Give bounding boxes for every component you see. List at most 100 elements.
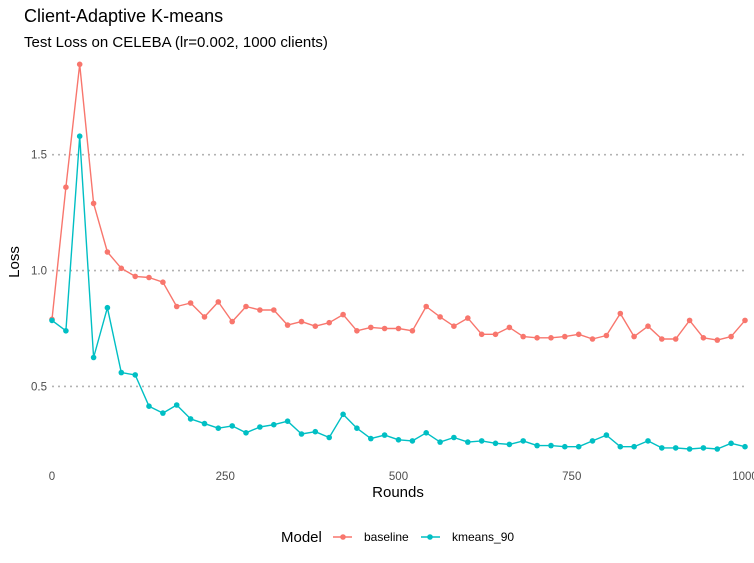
data-point-kmeans-90 [132,372,138,378]
data-point-baseline [132,273,138,280]
data-point-baseline [409,328,416,334]
data-point-kmeans-90 [243,430,249,436]
data-point-baseline [340,311,346,318]
axis-ticks: 0.5 1.0 1.5 0 250 500 750 1000 [31,150,754,483]
data-point-kmeans-90 [631,443,637,450]
data-point-baseline [672,336,679,342]
data-point-kmeans-90 [187,416,194,422]
data-point-kmeans-90 [548,442,554,449]
data-point-kmeans-90 [395,437,402,443]
data-point-baseline [229,318,235,325]
data-point-kmeans-90 [104,304,111,311]
data-point-baseline [104,249,111,255]
x-tick-label: 1000 [732,471,754,483]
y-tick-label: 1.0 [31,266,47,278]
series-line-baseline [51,63,746,341]
data-point-baseline [728,333,734,340]
data-point-kmeans-90 [215,425,222,432]
data-point-baseline [742,317,748,324]
x-axis-title: Rounds [372,484,424,501]
data-point-baseline [215,299,222,305]
data-point-kmeans-90 [478,438,485,444]
data-point-baseline [395,325,402,332]
data-point-baseline [437,314,443,320]
data-point-baseline [492,331,499,338]
series-line-kmeans-90 [51,135,746,450]
y-axis-title: Loss [6,246,23,278]
x-tick-label: 0 [49,471,55,483]
data-point-kmeans-90 [423,430,430,436]
data-point-kmeans-90 [76,133,83,139]
data-point-kmeans-90 [451,434,457,441]
legend-key-point-baseline [340,534,346,540]
data-point-kmeans-90 [728,440,734,447]
legend-item-baseline: baseline [333,530,409,544]
data-point-kmeans-90 [437,439,443,445]
data-point-kmeans-90 [284,418,291,425]
data-point-baseline [76,61,83,68]
data-point-baseline [562,333,568,340]
data-point-kmeans-90 [742,443,748,450]
data-point-baseline [187,300,194,306]
data-point-baseline [243,303,249,310]
data-point-baseline [603,332,610,339]
data-point-kmeans-90 [409,438,416,444]
legend-label-baseline: baseline [364,530,409,544]
data-point-baseline [659,336,665,342]
data-point-kmeans-90 [257,424,263,430]
legend-title: Model [281,529,322,546]
series-baseline [49,61,748,343]
data-point-baseline [201,314,208,320]
data-point-baseline [312,323,319,330]
data-point-kmeans-90 [603,432,610,438]
data-point-kmeans-90 [63,328,69,334]
data-point-kmeans-90 [465,439,471,445]
data-point-baseline [257,307,263,313]
data-point-kmeans-90 [340,411,346,418]
legend-label-kmeans-90: kmeans_90 [452,530,514,544]
data-point-kmeans-90 [645,438,651,444]
data-point-kmeans-90 [714,446,721,452]
data-point-kmeans-90 [354,425,360,432]
chart-subtitle: Test Loss on CELEBA (lr=0.002, 1000 clie… [24,34,328,51]
chart-title: Client-Adaptive K-means [24,6,223,26]
data-point-kmeans-90 [49,317,55,324]
data-point-kmeans-90 [146,403,152,410]
y-tick-label: 1.5 [31,150,47,162]
data-point-kmeans-90 [271,421,277,428]
data-point-kmeans-90 [229,423,235,429]
data-point-kmeans-90 [686,446,693,452]
data-point-kmeans-90 [173,402,180,408]
data-point-kmeans-90 [672,445,679,451]
data-point-baseline [645,323,651,330]
data-point-kmeans-90 [326,434,333,441]
data-point-baseline [284,322,291,328]
data-point-baseline [451,323,457,330]
data-point-kmeans-90 [534,442,540,449]
data-point-baseline [90,200,97,207]
data-point-kmeans-90 [368,435,374,442]
data-point-baseline [686,317,693,324]
data-point-baseline [160,279,166,286]
data-point-baseline [146,274,152,281]
data-point-baseline [381,325,388,332]
data-point-baseline [298,318,305,325]
data-point-baseline [271,307,277,313]
data-point-kmeans-90 [617,443,624,450]
data-point-kmeans-90 [589,438,596,444]
data-point-baseline [118,265,125,272]
data-point-baseline [354,328,360,334]
data-point-kmeans-90 [381,432,388,438]
data-point-kmeans-90 [520,438,526,444]
data-point-baseline [575,331,582,338]
legend: Model baseline kmeans_90 [281,529,514,546]
data-point-baseline [714,337,721,343]
data-point-baseline [506,324,513,331]
legend-key-point-kmeans-90 [427,534,433,540]
data-point-kmeans-90 [492,440,499,447]
data-point-baseline [465,315,471,321]
x-tick-label: 250 [216,471,235,483]
data-point-baseline [173,303,180,310]
data-point-kmeans-90 [700,445,707,451]
